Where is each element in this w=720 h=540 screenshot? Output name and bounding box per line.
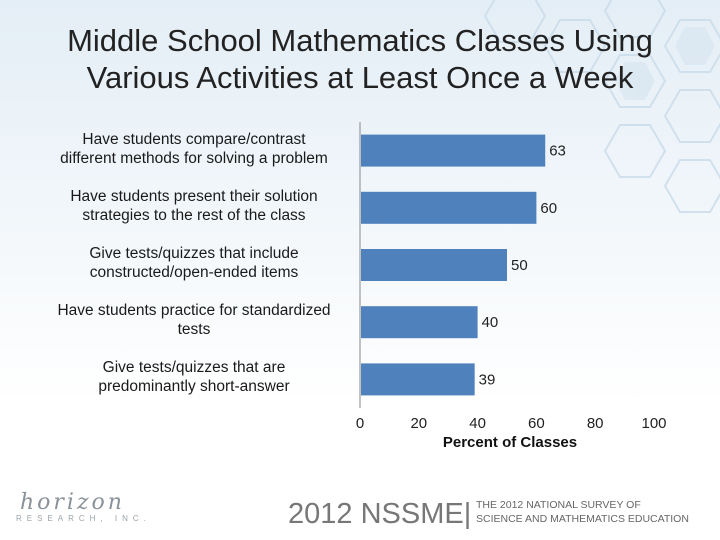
category-label-4: Have students practice for standardized t… <box>20 301 368 339</box>
category-label-1-line-1: Have students compare/contrast <box>82 130 306 148</box>
bar-value-label-5: 39 <box>479 371 496 388</box>
logo-subtext: RESEARCH, INC. <box>16 514 151 523</box>
x-tick-label-20: 20 <box>410 415 427 432</box>
category-label-5-line-1: Give tests/quizzes that are <box>102 359 286 377</box>
horizon-research-logo: horizon RESEARCH, INC. <box>12 490 152 530</box>
survey-year-label: 2012 NSSME| <box>288 498 472 530</box>
category-label-4-line-1: Have students practice for standardized <box>57 302 331 320</box>
bar-value-label-2: 60 <box>540 200 557 217</box>
survey-description-line-1: THE 2012 NATIONAL SURVEY OF <box>476 499 641 511</box>
category-label-5-line-2: predominantly short-answer <box>98 378 290 396</box>
x-tick-label-100: 100 <box>641 415 666 432</box>
category-label-2-line-1: Have students present their solution <box>70 187 318 205</box>
category-label-2: Have students present their solution stra… <box>20 187 368 225</box>
chart-title: Middle School Mathematics Classes Using … <box>0 22 720 96</box>
survey-description: THE 2012 NATIONAL SURVEY OF SCIENCE AND … <box>476 498 689 526</box>
category-label-5: Give tests/quizzes that are predominantly… <box>20 358 368 396</box>
category-label-1: Have students compare/contrast different … <box>20 130 368 168</box>
bar-value-label-3: 50 <box>511 257 528 274</box>
bar-1 <box>361 134 546 167</box>
bar-2 <box>361 191 537 224</box>
x-axis-title: Percent of Classes <box>442 434 578 451</box>
bar-5 <box>361 363 475 396</box>
category-label-3-line-2: constructed/open-ended items <box>89 264 299 281</box>
chart-title-line-1: Middle School Mathematics Classes Using <box>67 23 653 58</box>
bar-3 <box>361 249 507 281</box>
x-tick-label-60: 60 <box>528 415 545 432</box>
x-tick-label-0: 0 <box>356 415 364 432</box>
x-tick-label-80: 80 <box>587 415 604 432</box>
chart-title-line-2: Various Activities at Least Once a Week <box>86 60 634 95</box>
survey-description-line-2: SCIENCE AND MATHEMATICS EDUCATION <box>476 513 689 525</box>
category-label-2-line-2: strategies to the rest of the class <box>82 206 306 224</box>
category-label-3-line-1: Give tests/quizzes that include <box>89 245 299 262</box>
logo-script-text: horizon <box>20 490 125 515</box>
category-label-3: Give tests/quizzes that include construct… <box>20 244 368 282</box>
bar-4 <box>361 306 478 339</box>
category-label-1-line-2: different methods for solving a problem <box>60 149 328 167</box>
x-tick-label-40: 40 <box>469 415 486 432</box>
bar-value-label-4: 40 <box>482 314 499 331</box>
category-label-4-line-2: tests <box>177 321 211 339</box>
bar-value-label-1: 63 <box>549 143 566 160</box>
